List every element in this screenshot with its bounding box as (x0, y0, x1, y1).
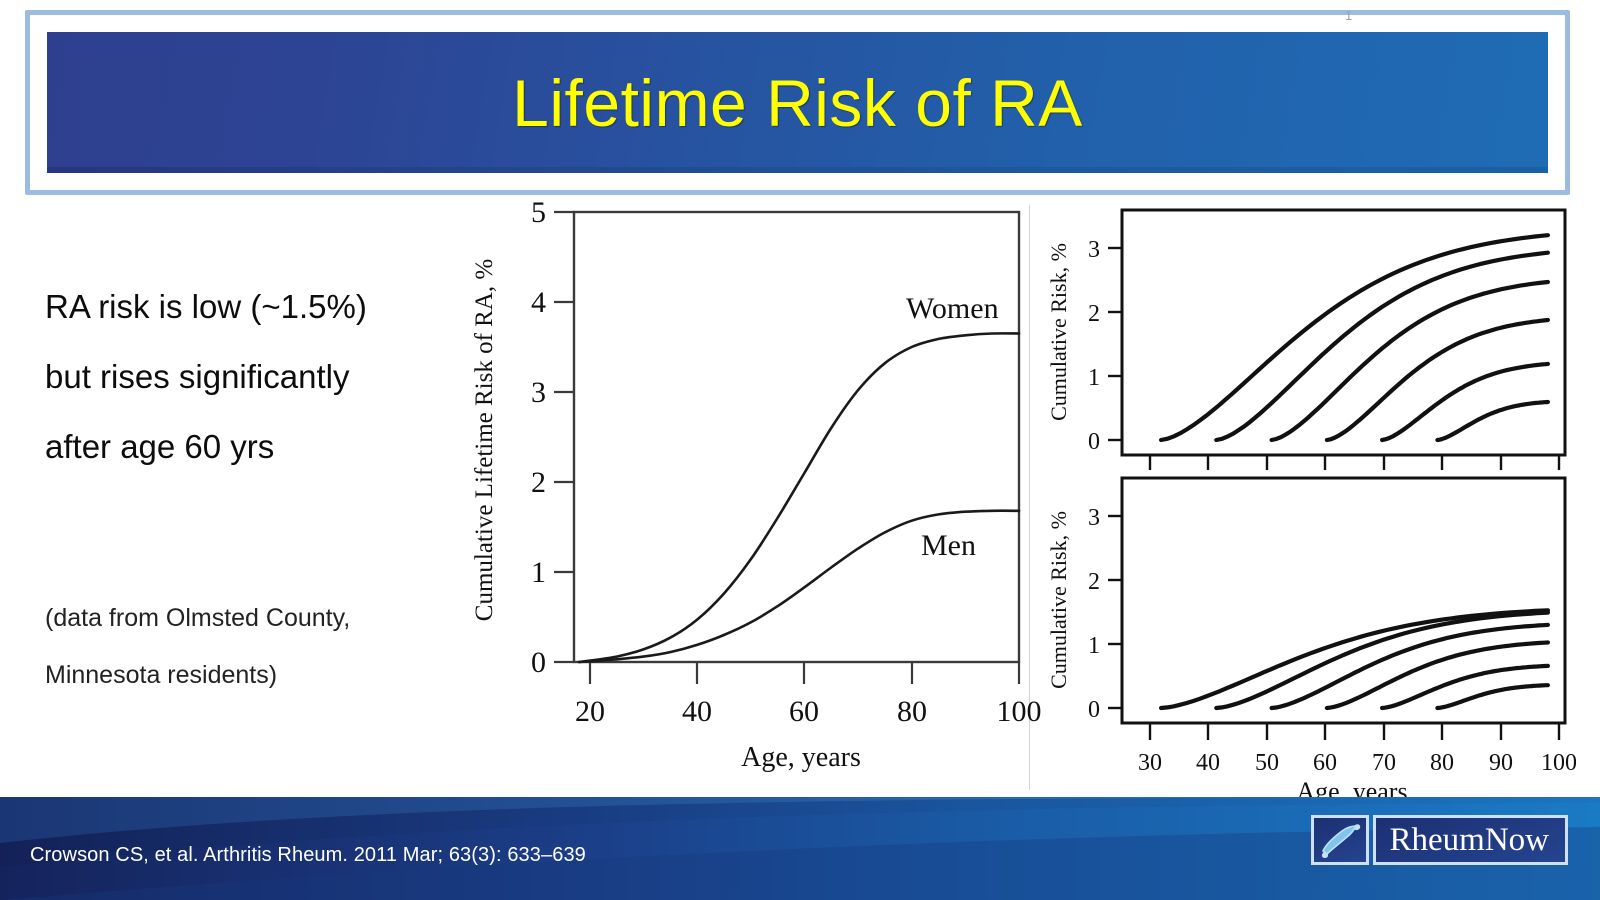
main-panel: Cumulative Lifetime Risk of RA, % 0 1 2 … (471, 200, 1042, 773)
title-banner-gradient: Lifetime Risk of RA (47, 32, 1548, 173)
svg-text:0: 0 (1088, 429, 1100, 455)
svg-text:3: 3 (1088, 505, 1100, 531)
women-by-age-panel: Cumulative Risk, % 0 1 2 3 (1046, 208, 1567, 470)
men-by-age-panel: Cumulative Risk, % 0 1 2 3 (1046, 476, 1576, 800)
svg-text:1: 1 (1088, 365, 1100, 391)
page-title: Lifetime Risk of RA (512, 65, 1083, 140)
curve (1214, 250, 1550, 443)
men-panel-xlabel: Age, years (1296, 777, 1407, 800)
figure-svg: Cumulative Lifetime Risk of RA, % 0 1 2 … (471, 200, 1576, 800)
svg-text:0: 0 (531, 646, 546, 679)
svg-text:80: 80 (1430, 750, 1454, 776)
curve (1324, 640, 1550, 711)
rheumnow-logo[interactable]: RheumNow (1310, 815, 1568, 865)
title-banner: Lifetime Risk of RA (25, 10, 1570, 195)
women-curve-group (1159, 233, 1550, 443)
rheumnow-wordmark-text: RheumNow (1389, 821, 1550, 858)
svg-text:3: 3 (1088, 237, 1100, 263)
curve (1159, 233, 1550, 443)
men-panel-ylabel: Cumulative Risk, % (1046, 511, 1071, 689)
svg-text:80: 80 (897, 695, 927, 728)
svg-text:3: 3 (531, 376, 546, 409)
svg-text:100: 100 (997, 695, 1042, 728)
women-panel-yticks (1108, 246, 1122, 442)
data-source-note: (data from Olmsted County, Minnesota res… (45, 590, 475, 704)
source-line: (data from Olmsted County, (45, 604, 351, 632)
main-panel-xtick-labels: 20 40 60 80 100 (575, 695, 1042, 728)
svg-text:70: 70 (1372, 750, 1396, 776)
svg-text:5: 5 (531, 200, 546, 229)
curve-women (577, 332, 1021, 664)
curve (1324, 317, 1550, 443)
women-panel-frame (1120, 208, 1567, 457)
main-panel-frame (572, 210, 1021, 664)
svg-text:1: 1 (531, 556, 546, 589)
body-line: RA risk is low (~1.5%) (45, 288, 367, 325)
footer-graphic (0, 797, 1600, 900)
men-panel-ytick-labels: 0 1 2 3 (1088, 505, 1100, 723)
svg-text:4: 4 (531, 286, 546, 319)
source-line: Minnesota residents) (45, 661, 278, 689)
men-panel-yticks (1108, 514, 1122, 710)
svg-text:2: 2 (531, 466, 546, 499)
svg-text:30: 30 (1138, 750, 1162, 776)
main-panel-yticks (554, 210, 574, 664)
slide-number: 1 (1345, 8, 1353, 23)
svg-text:20: 20 (575, 695, 605, 728)
women-panel-ylabel: Cumulative Risk, % (1046, 243, 1071, 421)
svg-text:0: 0 (1088, 697, 1100, 723)
curve (1214, 610, 1550, 711)
svg-text:90: 90 (1489, 750, 1513, 776)
citation-text: Crowson CS, et al. Arthritis Rheum. 2011… (30, 844, 586, 866)
curve (1269, 622, 1550, 711)
svg-text:100: 100 (1541, 750, 1576, 776)
curve (1380, 361, 1550, 443)
men-panel-xtick-labels: 30 40 50 60 70 80 90 100 (1138, 750, 1576, 776)
svg-text:60: 60 (789, 695, 819, 728)
svg-text:2: 2 (1088, 301, 1100, 327)
main-panel-ytick-labels: 0 1 2 3 4 5 (531, 200, 546, 679)
curve-label-women: Women (906, 292, 999, 325)
curve (1380, 663, 1550, 711)
curve (1269, 279, 1550, 443)
women-panel-ytick-labels: 0 1 2 3 (1088, 237, 1100, 455)
body-line: but rises significantly (45, 358, 350, 395)
panel-divider (1029, 205, 1030, 790)
svg-text:2: 2 (1088, 569, 1100, 595)
curve (1435, 683, 1550, 711)
curve (1159, 608, 1550, 711)
bone-joint-icon (1310, 815, 1369, 865)
men-panel-frame (1120, 476, 1567, 725)
main-panel-ylabel: Cumulative Lifetime Risk of RA, % (471, 259, 498, 621)
curve-label-men: Men (921, 529, 976, 562)
men-curve-group (1159, 608, 1550, 711)
main-panel-xlabel: Age, years (741, 742, 861, 773)
svg-text:50: 50 (1255, 750, 1279, 776)
main-panel-xticks (588, 662, 1021, 684)
body-line: after age 60 yrs (45, 428, 275, 465)
men-panel-xticks (1148, 723, 1561, 740)
body-text-block: RA risk is low (~1.5%) but rises signifi… (45, 272, 465, 482)
svg-text:1: 1 (1088, 633, 1100, 659)
figure-area: Cumulative Lifetime Risk of RA, % 0 1 2 … (466, 200, 1576, 800)
curve (1435, 399, 1550, 443)
curve-men (577, 509, 1021, 664)
rheumnow-wordmark: RheumNow (1372, 815, 1568, 865)
women-panel-xticks (1148, 455, 1561, 470)
footer-band: Crowson CS, et al. Arthritis Rheum. 2011… (0, 797, 1600, 900)
svg-text:40: 40 (682, 695, 712, 728)
svg-text:40: 40 (1196, 750, 1220, 776)
svg-text:60: 60 (1313, 750, 1337, 776)
